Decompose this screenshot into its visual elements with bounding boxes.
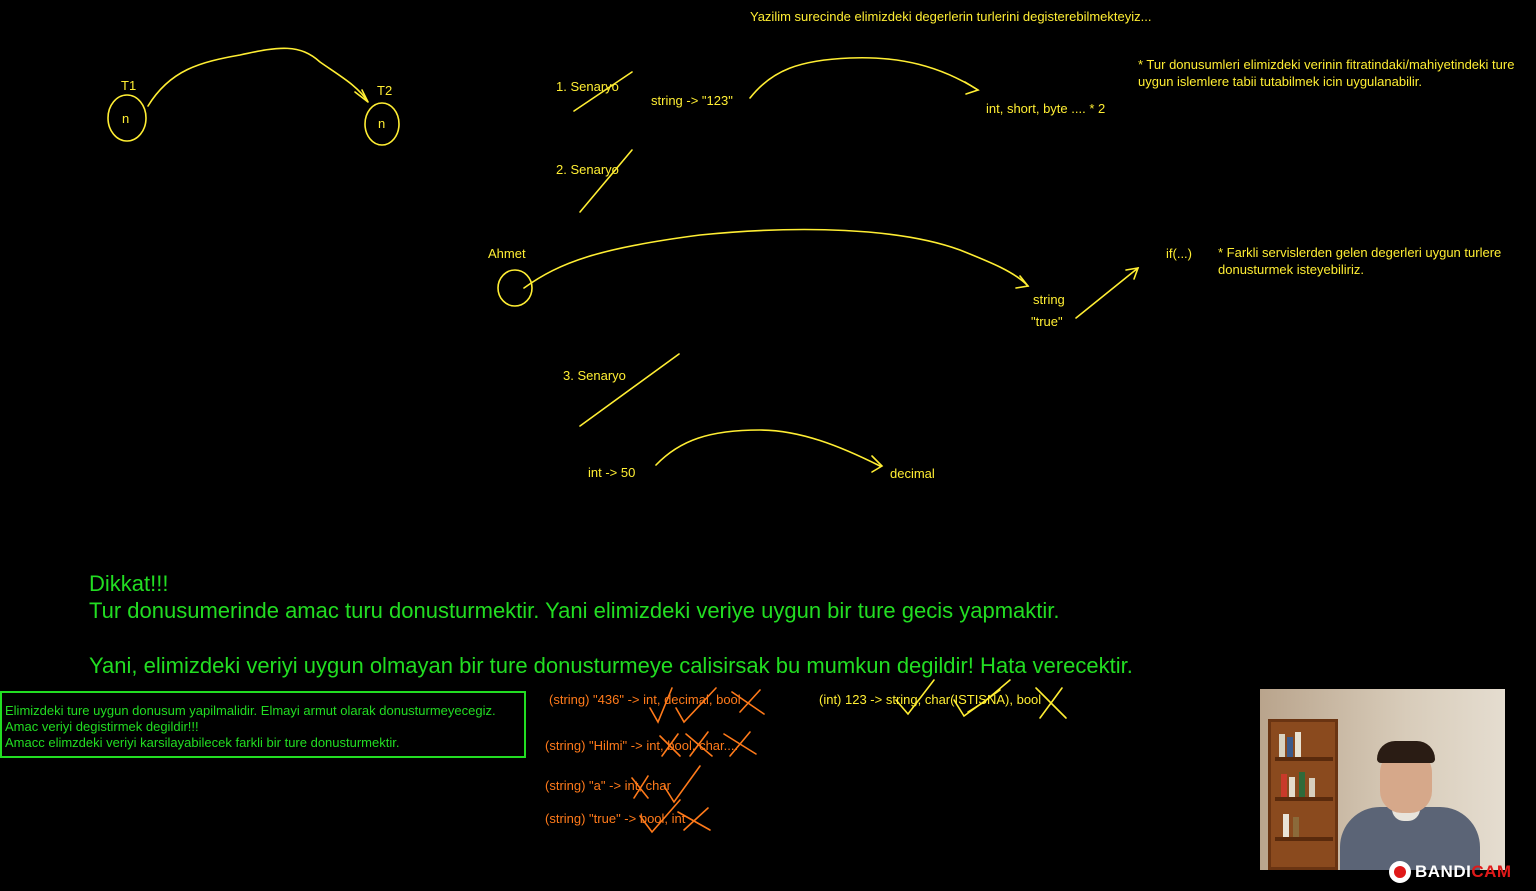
true-to-if-arrowhead [1125, 266, 1140, 280]
watermark-brand-accent: CAM [1471, 862, 1512, 881]
scenario1-strike [573, 71, 633, 112]
example-int-123: (int) 123 -> string, char(ISTISNA), bool [819, 692, 1042, 707]
webcam-overlay [1260, 689, 1505, 870]
ex5-string-check [895, 679, 935, 716]
warning-title: Dikkat!!! [89, 571, 169, 596]
scenario1-arrow [749, 56, 979, 99]
ex2-int-cross [659, 733, 681, 757]
if-label: if(...) [1166, 246, 1192, 261]
scenario1-arrowhead [964, 81, 980, 95]
rules-line-1: Elimizdeki ture uygun donusum yapilmalid… [5, 703, 496, 718]
scenario1-label: 1. Senaryo [556, 79, 619, 94]
header-note: Yazilim surecinde elimizdeki degerlerin … [750, 9, 1152, 24]
ex1-int-check [649, 687, 673, 724]
t1-t2-arrowhead [354, 89, 369, 103]
scenario3-to: decimal [890, 466, 935, 481]
scenario3-from: int -> 50 [588, 465, 636, 480]
ex5-bool-cross [1035, 687, 1067, 719]
side-note-1: * Tur donusumleri elimizdeki verinin fit… [1138, 57, 1515, 89]
warning-line-1: Tur donusumerinde amac turu donusturmekt… [89, 598, 1060, 623]
ex4-bool-check [639, 799, 681, 834]
rules-line-3: Amacc elimzdeki veriyi karsilayabilecek … [5, 735, 400, 750]
record-icon [1389, 861, 1411, 883]
ahmet-label: Ahmet [488, 246, 526, 261]
scenario2-label: 2. Senaryo [556, 162, 619, 177]
true-to-if-arrow [1075, 267, 1139, 319]
scenario3-arrow [655, 429, 881, 467]
conversion-rules-box: Elimizdeki ture uygun donusum yapilmalid… [0, 691, 526, 758]
example-string-hilmi: (string) "Hilmi" -> int, bool, char.... [545, 738, 739, 753]
scenario2-value: "true" [1031, 314, 1063, 329]
scenario1-to: int, short, byte .... * 2 [986, 101, 1106, 116]
ex3-char-check [663, 765, 701, 804]
example-string-true: (string) "true" -> bool, int [545, 811, 686, 826]
watermark-brand: BANDI [1415, 862, 1472, 881]
ex2-char-cross [723, 731, 757, 757]
ex5-istisna-check [967, 679, 1011, 713]
scenario3-strike [579, 353, 680, 427]
t1-t2-arrow [147, 47, 369, 107]
t2-node-label: n [378, 116, 386, 131]
ex2-bool-cross [685, 731, 713, 757]
bandicam-watermark: BANDICAM [1389, 860, 1512, 884]
bookshelf [1268, 719, 1338, 870]
side-note-2: * Farkli servislerden gelen degerleri uy… [1218, 245, 1502, 277]
ahmet-circle [497, 269, 533, 307]
example-string-a: (string) "a" -> int, char [545, 778, 671, 793]
scenario3-arrowhead [871, 455, 884, 473]
rules-line-2: Amac veriyi degistirmek degildir!!! [5, 719, 199, 734]
example-string-436: (string) "436" -> int, decimal, bool [549, 692, 741, 707]
t2-label: T2 [377, 83, 393, 98]
t2-node-circle [364, 102, 400, 146]
scenario1-from: string -> "123" [651, 93, 733, 108]
scenario3-label: 3. Senaryo [563, 368, 626, 383]
ahmet-arrowhead [1015, 275, 1030, 289]
ex1-decimal-check [675, 687, 717, 724]
t1-label: T1 [121, 78, 137, 93]
scenario2-strike [579, 149, 633, 213]
scenario2-type: string [1033, 292, 1065, 307]
ahmet-arrow [523, 228, 1029, 289]
ex1-bool-cross [731, 689, 765, 715]
warning-line-2: Yani, elimizdeki veriyi uygun olmayan bi… [89, 653, 1133, 678]
t1-node-label: n [122, 111, 130, 126]
ex3-int-cross [631, 775, 649, 799]
ex4-int-cross [677, 807, 711, 831]
t1-node-circle [107, 94, 147, 142]
